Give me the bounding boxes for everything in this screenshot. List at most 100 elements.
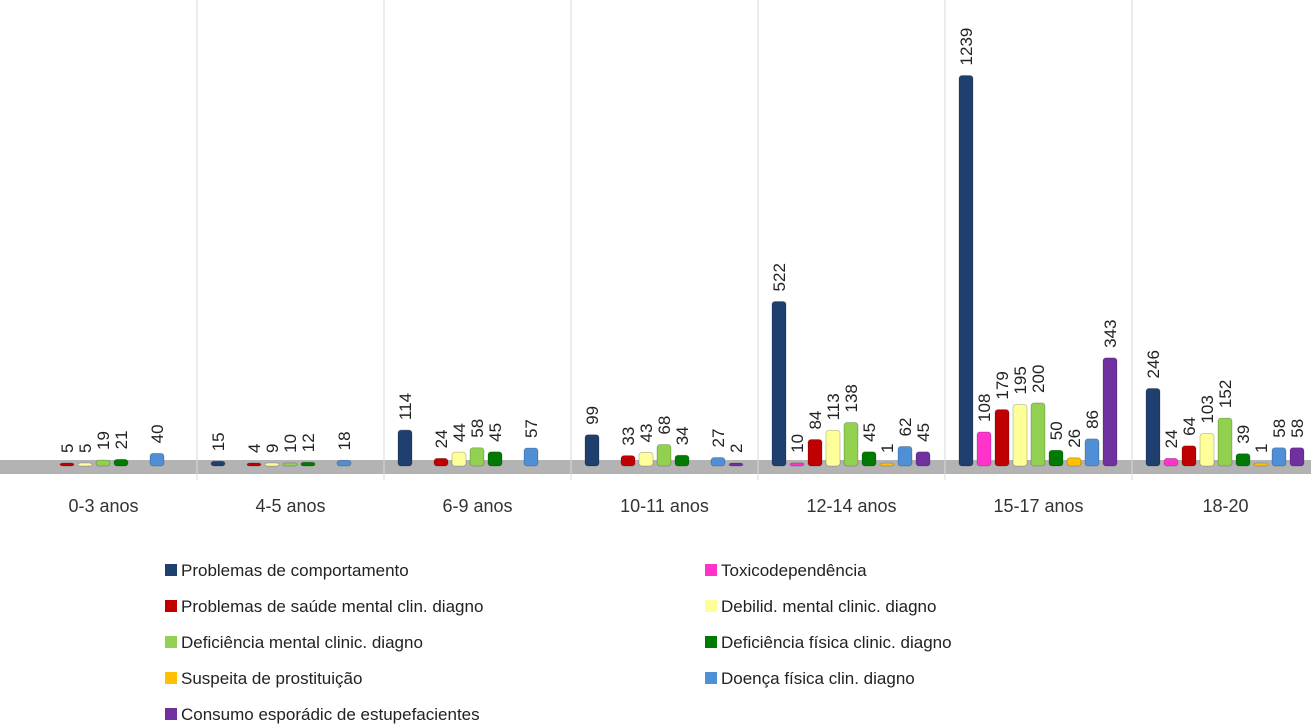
bar (487, 451, 503, 467)
bar (336, 459, 352, 467)
data-label: 24 (432, 430, 451, 449)
bar (1102, 357, 1118, 467)
data-label: 2 (727, 444, 746, 453)
bar (1235, 453, 1251, 467)
legend-label: Suspeita de prostituição (181, 669, 362, 688)
legend-label: Doença física clin. diagno (721, 669, 915, 688)
data-label: 522 (770, 263, 789, 291)
data-label: 113 (824, 393, 843, 420)
data-label: 58 (1288, 419, 1307, 438)
data-label: 39 (1234, 425, 1253, 444)
data-label: 195 (1011, 366, 1030, 394)
bar (433, 458, 449, 467)
legend-swatch (705, 636, 717, 648)
legend-label: Deficiência mental clinic. diagno (181, 633, 423, 652)
legend-label: Debilid. mental clinic. diagno (721, 597, 936, 616)
data-label: 21 (112, 430, 131, 449)
data-label: 57 (522, 419, 541, 438)
bar (1145, 388, 1161, 467)
data-label: 62 (896, 418, 915, 437)
data-label: 114 (396, 393, 415, 420)
bar (1217, 417, 1233, 467)
bar (897, 446, 913, 467)
legend-swatch (705, 672, 717, 684)
bar (1066, 457, 1082, 467)
data-label: 18 (335, 431, 354, 450)
bar (710, 457, 726, 467)
legend-label: Deficiência física clinic. diagno (721, 633, 952, 652)
legend-swatch (705, 600, 717, 612)
data-label: 1 (1252, 444, 1271, 453)
data-label: 45 (860, 423, 879, 442)
data-label: 86 (1083, 410, 1102, 429)
data-label: 26 (1065, 429, 1084, 448)
legend-swatch (165, 672, 177, 684)
legend-swatch (165, 708, 177, 720)
bar (1012, 404, 1028, 467)
bar (95, 459, 111, 467)
bar (994, 409, 1010, 467)
data-label: 34 (673, 426, 692, 445)
data-label: 58 (468, 419, 487, 438)
bar (879, 462, 895, 467)
data-label: 138 (842, 384, 861, 412)
bar (469, 447, 485, 467)
data-label: 9 (263, 444, 282, 453)
bar (1253, 462, 1269, 467)
data-label: 58 (1270, 419, 1289, 438)
data-label: 15 (209, 432, 228, 451)
bar (1163, 458, 1179, 467)
data-label: 152 (1216, 380, 1235, 408)
data-label: 50 (1047, 421, 1066, 440)
data-label: 108 (975, 394, 994, 422)
data-label: 99 (583, 406, 602, 425)
data-label: 179 (993, 371, 1012, 399)
data-label: 27 (709, 429, 728, 448)
data-label: 343 (1101, 320, 1120, 348)
data-label: 24 (1162, 430, 1181, 449)
bar (584, 434, 600, 467)
bar (246, 462, 262, 467)
bar (210, 460, 226, 467)
bar (523, 447, 539, 467)
legend-swatch (165, 636, 177, 648)
x-tick-label: 10-11 anos (620, 496, 709, 516)
bar (620, 455, 636, 467)
data-label: 4 (245, 444, 264, 453)
x-tick-label: 18-20 (1202, 496, 1248, 516)
x-tick-label: 6-9 anos (442, 496, 512, 516)
legend-label: Problemas de comportamento (181, 561, 409, 580)
bar (656, 444, 672, 467)
bar (789, 462, 805, 467)
data-label: 5 (58, 444, 77, 453)
data-label: 45 (486, 423, 505, 442)
bar (861, 451, 877, 467)
data-label: 10 (281, 434, 300, 453)
x-tick-label: 12-14 anos (806, 496, 896, 516)
bar (397, 429, 413, 467)
bar (1048, 449, 1064, 467)
bar (843, 422, 859, 467)
legend-swatch (705, 564, 717, 576)
bar (915, 451, 931, 467)
data-label: 10 (788, 434, 807, 453)
data-label: 12 (299, 433, 318, 452)
data-label: 84 (806, 411, 825, 430)
bar (958, 75, 974, 467)
legend-swatch (165, 564, 177, 576)
bar (1181, 445, 1197, 467)
data-label: 5 (76, 444, 95, 453)
bar (1084, 438, 1100, 467)
data-label: 45 (914, 423, 933, 442)
x-tick-label: 0-3 anos (68, 496, 138, 516)
bar (807, 439, 823, 467)
bar (976, 431, 992, 467)
data-label: 1239 (957, 28, 976, 66)
bar (728, 462, 744, 467)
bar (1271, 447, 1287, 467)
data-label: 68 (655, 416, 674, 435)
bar (264, 462, 280, 467)
bar (451, 451, 467, 467)
legend-label: Toxicodependência (721, 561, 867, 580)
